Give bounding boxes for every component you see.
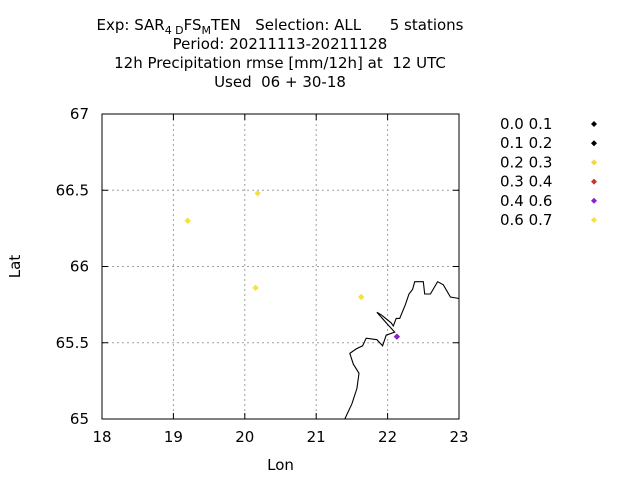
title-exp-prefix: Exp: SAR [96,16,165,34]
x-tick-label: 22 [378,428,397,446]
grid [102,114,459,419]
legend-marker [591,178,597,185]
x-tick-label: 18 [92,428,111,446]
title-exp-mid: FS [183,16,202,34]
legend-label: 0.1 0.2 [500,134,552,152]
title-exp-sub2: M [201,24,212,37]
title-line-4: Used 06 + 30-18 [214,73,346,91]
plot-frame [101,113,460,420]
y-axis-label: Lat [6,255,24,279]
legend-label: 0.6 0.7 [500,211,552,229]
legend-marker [591,217,597,223]
title-exp-sub1: 4 D [164,24,184,37]
station-point [254,190,261,197]
x-tick-label: 19 [164,428,183,446]
y-tick-label: 67 [70,105,89,123]
chart-title: Exp: SAR4 DFSMTEN Selection: ALL 5 stati… [0,16,560,92]
legend: 0.0 0.10.1 0.20.2 0.3 0.3 0.40.4 0.60.6 0… [500,115,597,229]
axis-ticks: 18 19 20 21 22 23 65 65.5 66 66.5 67 [56,105,469,446]
y-tick-label: 65 [70,410,89,428]
y-tick-label: 66.5 [56,181,89,199]
title-line-2: Period: 20211113-20211128 [172,35,388,53]
station-point [393,333,401,340]
title-exp-suffix: TEN Selection: ALL 5 stations [211,16,464,34]
legend-label: 0.2 0.3 [500,153,552,171]
legend-label: 0.4 0.6 [500,192,552,210]
legend-label: 0.0 0.1 [500,115,552,133]
data-points [184,190,401,340]
station-point [252,284,259,292]
y-tick-label: 65.5 [56,334,89,352]
station-point [357,293,365,301]
x-tick-label: 21 [307,428,326,446]
legend-marker [591,121,597,127]
y-tick-label: 66 [70,258,89,276]
legend-label: 0.3 0.4 [500,173,552,191]
legend-marker [591,159,597,166]
legend-marker [591,140,597,147]
legend-marker [591,197,597,204]
title-line-1: Exp: SAR4 DFSMTEN Selection: ALL 5 stati… [0,16,560,37]
station-point [184,217,191,224]
title-line-3: 12h Precipitation rmse [mm/12h] at 12 UT… [114,54,446,72]
x-tick-label: 20 [235,428,254,446]
x-axis-label: Lon [267,456,294,474]
x-tick-label: 23 [449,428,468,446]
coastline [344,280,460,420]
